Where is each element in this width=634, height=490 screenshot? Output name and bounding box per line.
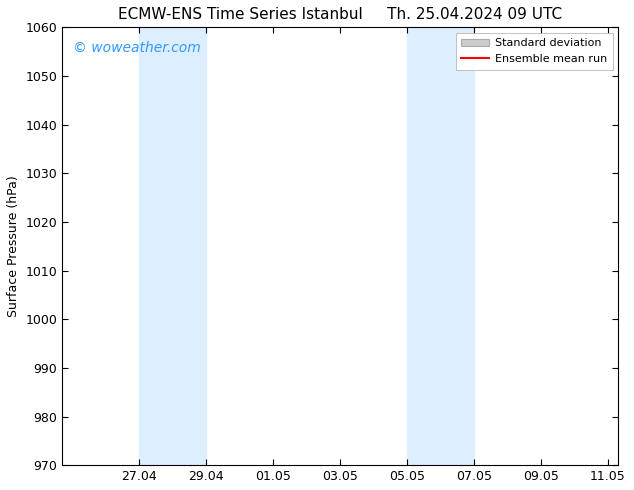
Bar (139, 27, 206, 465)
Bar (407, 27, 474, 465)
Text: © woweather.com: © woweather.com (74, 40, 201, 54)
Y-axis label: Surface Pressure (hPa): Surface Pressure (hPa) (7, 175, 20, 317)
Title: ECMW-ENS Time Series Istanbul     Th. 25.04.2024 09 UTC: ECMW-ENS Time Series Istanbul Th. 25.04.… (118, 7, 562, 22)
Legend: Standard deviation, Ensemble mean run: Standard deviation, Ensemble mean run (456, 33, 612, 70)
